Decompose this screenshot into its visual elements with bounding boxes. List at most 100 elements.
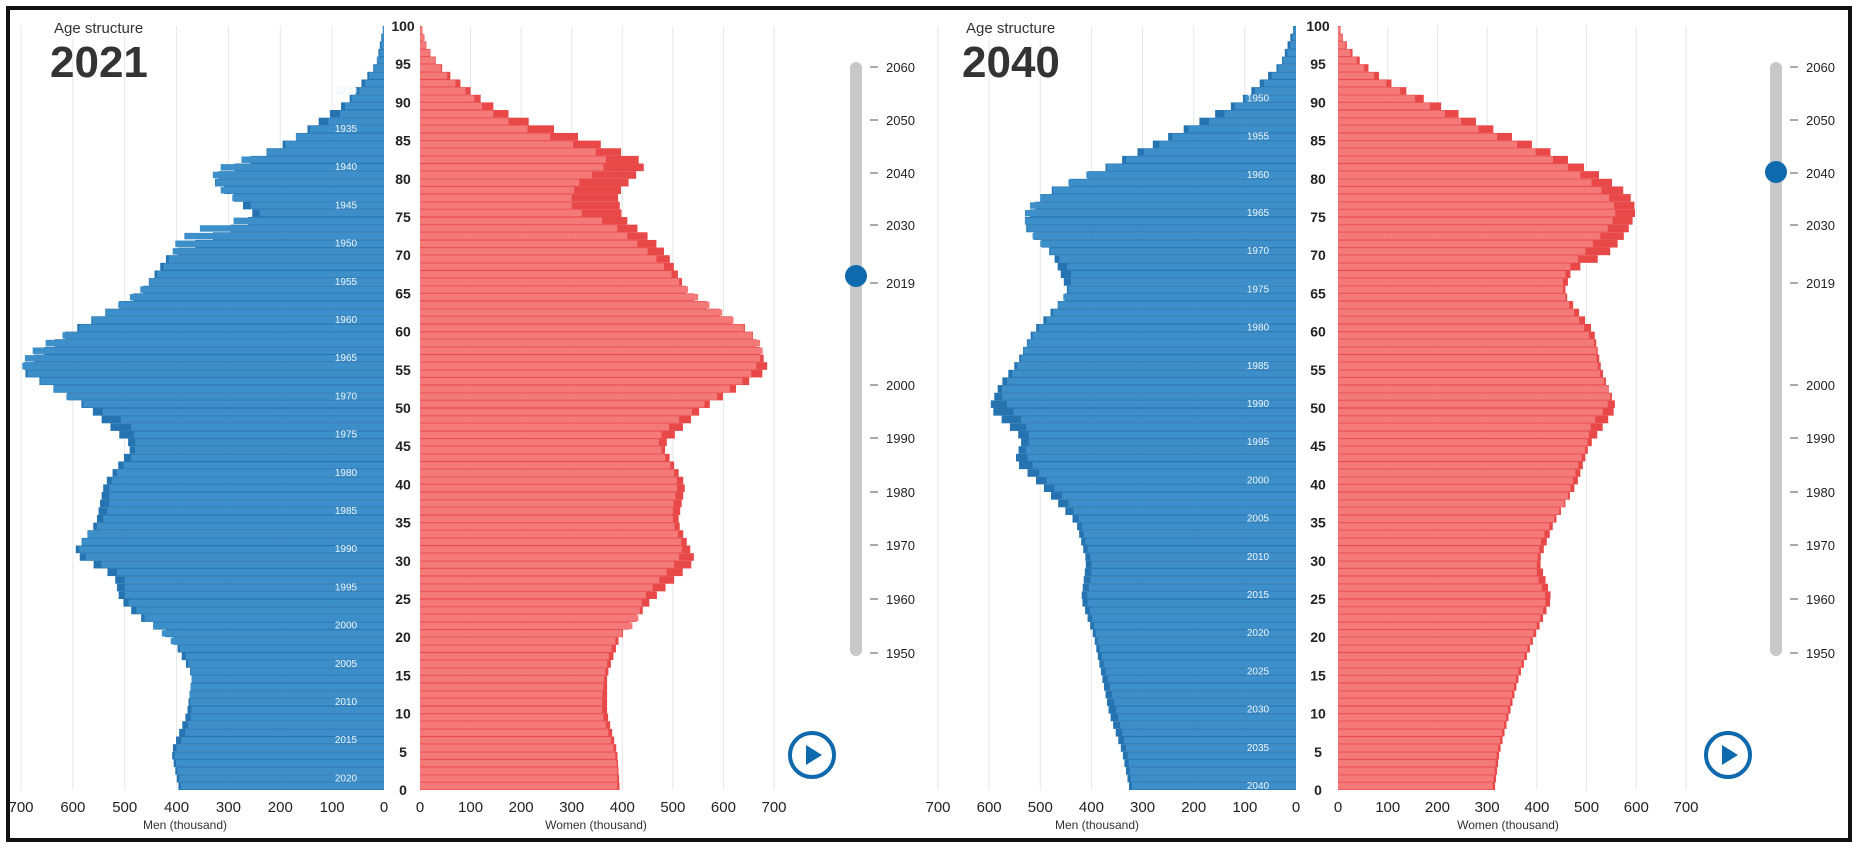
men-bar bbox=[328, 118, 384, 125]
men-bar bbox=[175, 240, 384, 247]
women-bar bbox=[1338, 171, 1581, 179]
year-slider-knob[interactable] bbox=[1765, 161, 1787, 183]
age-tick-label: 15 bbox=[1310, 667, 1326, 683]
women-bar bbox=[1338, 431, 1590, 438]
men-bar bbox=[199, 225, 384, 232]
women-bar bbox=[1338, 271, 1566, 278]
women-bar bbox=[1338, 95, 1416, 102]
year-slider-knob[interactable] bbox=[845, 265, 867, 287]
x-tick-label: 200 bbox=[509, 799, 534, 816]
birth-year-label: 2030 bbox=[1247, 705, 1270, 716]
men-bar bbox=[177, 767, 384, 775]
men-bar bbox=[1078, 515, 1296, 522]
x-tick-label: 700 bbox=[1673, 799, 1698, 816]
age-tick-label: 85 bbox=[1310, 133, 1326, 149]
birth-year-label: 1970 bbox=[335, 391, 358, 402]
age-tick-label: 70 bbox=[1310, 247, 1326, 263]
women-bar bbox=[420, 500, 674, 507]
x-tick-label: 600 bbox=[1624, 799, 1649, 816]
birth-year-label: 2035 bbox=[1247, 743, 1270, 754]
women-bar bbox=[1338, 362, 1598, 370]
women-bar bbox=[1338, 393, 1611, 400]
women-bar bbox=[1338, 454, 1582, 461]
men-bar bbox=[1054, 485, 1296, 492]
age-tick-label: 15 bbox=[395, 667, 411, 683]
men-bar bbox=[1032, 332, 1296, 339]
women-bar bbox=[1338, 538, 1541, 545]
men-bar bbox=[149, 278, 384, 286]
women-bar bbox=[1338, 653, 1525, 660]
women-bar bbox=[1338, 729, 1503, 736]
women-bar bbox=[420, 125, 528, 133]
men-bar bbox=[103, 515, 384, 522]
birth-year-label: 2010 bbox=[1247, 552, 1270, 563]
women-bar bbox=[1338, 767, 1495, 775]
women-bar bbox=[1338, 64, 1365, 72]
women-bar bbox=[1338, 87, 1401, 95]
women-bar bbox=[1338, 614, 1541, 622]
men-bar bbox=[1292, 34, 1296, 41]
women-bar bbox=[1338, 737, 1501, 744]
age-tick-label: 75 bbox=[395, 209, 411, 225]
men-bar bbox=[1126, 744, 1296, 752]
women-bar bbox=[1338, 225, 1608, 232]
men-bar bbox=[383, 26, 384, 34]
x-tick-label: 0 bbox=[1292, 799, 1300, 816]
men-bar bbox=[295, 133, 384, 140]
age-tick-label: 25 bbox=[1310, 591, 1326, 607]
men-bar bbox=[92, 316, 384, 324]
age-tick-label: 55 bbox=[1310, 362, 1326, 378]
age-tick-label: 50 bbox=[1310, 400, 1326, 416]
birth-year-label: 1945 bbox=[335, 200, 358, 211]
women-bar bbox=[1338, 714, 1507, 721]
women-bar bbox=[420, 378, 743, 385]
men-bar bbox=[1107, 676, 1296, 683]
women-bar bbox=[1338, 72, 1375, 79]
men-bar bbox=[1127, 752, 1296, 759]
women-bar bbox=[420, 232, 628, 240]
men-bar bbox=[1073, 507, 1296, 515]
age-tick-label: 30 bbox=[1310, 553, 1326, 569]
women-bar bbox=[420, 41, 427, 49]
men-bar bbox=[188, 660, 384, 668]
birth-year-label: 1990 bbox=[1247, 399, 1270, 410]
men-bar bbox=[1287, 49, 1296, 56]
men-bar bbox=[1278, 64, 1296, 72]
women-bar bbox=[1338, 141, 1517, 148]
women-bar bbox=[1338, 515, 1555, 522]
men-bar bbox=[359, 87, 384, 95]
x-tick-label: 400 bbox=[1524, 799, 1549, 816]
men-bar bbox=[1040, 240, 1296, 247]
women-bar bbox=[420, 546, 682, 553]
men-bar bbox=[179, 775, 384, 782]
women-bar bbox=[1338, 57, 1357, 64]
men-bar bbox=[285, 141, 384, 148]
men-bar bbox=[1023, 347, 1296, 354]
men-bar bbox=[1143, 148, 1296, 156]
x-tick-label: 300 bbox=[1130, 799, 1155, 816]
women-bar bbox=[420, 141, 573, 148]
men-bar bbox=[1021, 355, 1296, 362]
men-bar bbox=[1128, 760, 1296, 767]
slider-tick-label: 2060 bbox=[1806, 60, 1835, 75]
men-bar bbox=[376, 57, 384, 64]
women-bar bbox=[420, 179, 580, 186]
men-bar bbox=[1028, 431, 1296, 438]
women-bar bbox=[420, 156, 606, 163]
men-bar bbox=[180, 782, 384, 790]
men-bar bbox=[1024, 209, 1296, 217]
women-bar bbox=[420, 614, 639, 622]
women-bar bbox=[420, 515, 673, 522]
women-bar bbox=[1338, 782, 1493, 790]
birth-year-label: 2020 bbox=[335, 773, 358, 784]
age-tick-label: 45 bbox=[395, 438, 411, 454]
x-tick-label: 200 bbox=[1181, 799, 1206, 816]
men-bar bbox=[174, 752, 384, 759]
women-axis-title: Women (thousand) bbox=[545, 818, 647, 832]
x-tick-label: 100 bbox=[1375, 799, 1400, 816]
women-bar bbox=[420, 400, 705, 408]
women-bar bbox=[1338, 591, 1546, 599]
chart-supertitle: Age structure bbox=[54, 20, 143, 37]
women-bar bbox=[1338, 599, 1546, 607]
